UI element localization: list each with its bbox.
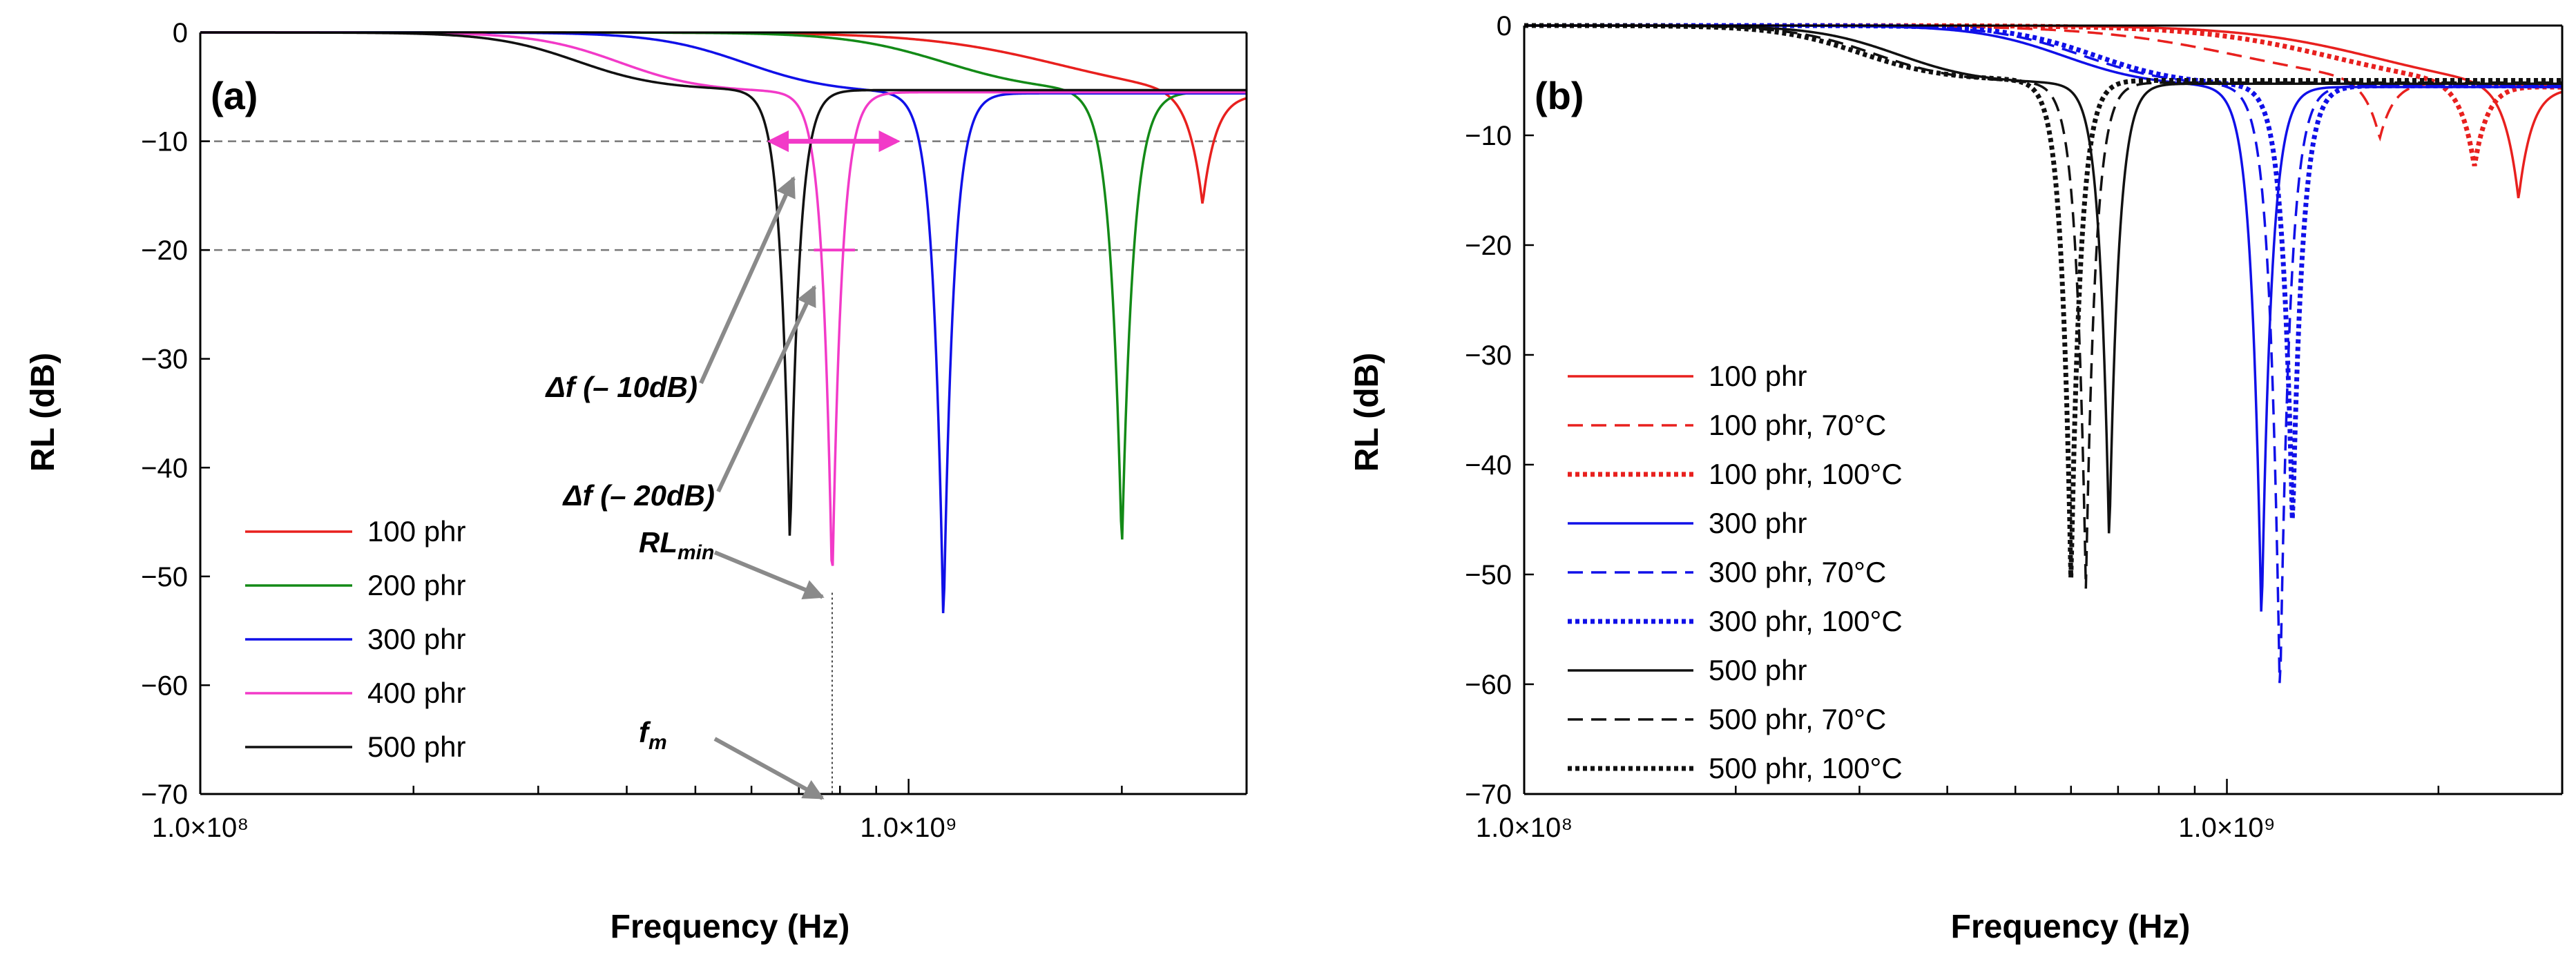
y-tick-label: 0: [1497, 11, 1512, 41]
y-tick-label: −10: [141, 127, 188, 157]
legend-label: 500 phr, 70°C: [1709, 703, 1886, 735]
annotation-fm-main: f: [639, 716, 651, 748]
bandwidth-markers-a: [767, 130, 901, 252]
annotation-rlmin: RLmin: [639, 526, 825, 600]
y-axis-b: [1523, 24, 2564, 795]
legend-label: 100 phr: [367, 515, 465, 548]
annotation-fm: fm: [639, 716, 825, 800]
legend-label: 300 phr, 70°C: [1709, 556, 1886, 588]
y-tick-label: −20: [141, 235, 188, 266]
y-tick-label: −30: [141, 345, 188, 375]
legend-label: 400 phr: [367, 677, 465, 709]
legend-b: 100 phr 100 phr, 70°C 100 phr, 100°C 300 ph…: [1568, 360, 1903, 784]
annotation-rlmin-main: RL: [639, 526, 677, 559]
y-tick-labels-b: 0 −10 −20 −30 −40 −50 −60 −70: [1465, 11, 1512, 810]
annotation-rlmin-sub: min: [677, 541, 714, 564]
annotation-df20: Δf (– 20dB): [561, 284, 817, 512]
annotations-a: Δf (– 10dB) Δf (– 20dB) RLmin fm: [544, 176, 825, 800]
x-tick-label: 1.0×10⁹: [2178, 813, 2276, 843]
legend-label: 200 phr: [367, 569, 465, 601]
legend-a: 100 phr 200 phr 300 phr 400 phr 500 phr: [245, 515, 465, 763]
panel-label-a: (a): [211, 74, 258, 117]
y-tick-label: −50: [141, 562, 188, 592]
y-tick-label: −30: [1465, 340, 1512, 371]
panel-label-b: (b): [1535, 74, 1584, 117]
x-axis-label-b: Frequency (Hz): [1951, 909, 2191, 945]
y-tick-label: −70: [141, 780, 188, 810]
legend-label: 100 phr, 70°C: [1709, 409, 1886, 441]
annotation-rlmin-text: RLmin: [639, 526, 714, 564]
series-line: [1524, 23, 2562, 519]
annotation-df10: Δf (– 10dB): [544, 176, 796, 403]
y-tick-label: −60: [141, 670, 188, 701]
y-axis-a: [199, 31, 1248, 795]
legend-label: 500 phr: [367, 730, 465, 763]
y-tick-label: 0: [173, 18, 188, 48]
annotation-df10-text: Δf (– 10dB): [544, 371, 698, 403]
legend-label: 300 phr: [367, 623, 465, 655]
chart-panel-b: (b) Frequency (Hz) RL (dB) 0 −10 −20 −30 −40…: [1349, 11, 2564, 945]
reference-lines-a: [200, 140, 1247, 251]
x-tick-label: 1.0×10⁸: [152, 813, 249, 843]
y-tick-label: −60: [1465, 670, 1512, 700]
annotation-df20-text: Δf (– 20dB): [561, 479, 715, 512]
legend-label: 100 phr, 100°C: [1709, 458, 1903, 490]
y-tick-label: −40: [1465, 450, 1512, 481]
x-tick-labels-a: 1.0×10⁸ 1.0×10⁹: [152, 813, 957, 843]
x-tick-label: 1.0×10⁹: [860, 813, 957, 843]
y-tick-labels-a: 0 −10 −20 −30 −40 −50 −60 −70: [141, 18, 188, 810]
x-tick-label: 1.0×10⁸: [1476, 813, 1573, 843]
y-tick-label: −10: [1465, 121, 1512, 151]
legend-label: 100 phr: [1709, 360, 1807, 392]
legend-label: 500 phr, 100°C: [1709, 752, 1903, 784]
y-tick-label: −20: [1465, 231, 1512, 261]
chart-panel-a: (a) Frequency (Hz) RL (dB) 0 −10 −20 −30 −40…: [25, 18, 1248, 945]
y-tick-label: −70: [1465, 780, 1512, 810]
legend-label: 300 phr, 100°C: [1709, 605, 1903, 637]
legend-label: 300 phr: [1709, 507, 1807, 539]
legend-label: 500 phr: [1709, 654, 1807, 686]
y-axis-label-b: RL (dB): [1349, 353, 1385, 472]
annotation-fm-text: fm: [639, 716, 667, 754]
y-axis-label-a: RL (dB): [25, 353, 61, 472]
x-tick-labels-b: 1.0×10⁸ 1.0×10⁹: [1476, 813, 2276, 843]
y-tick-label: −50: [1465, 560, 1512, 590]
x-axis-label-a: Frequency (Hz): [611, 909, 850, 945]
y-tick-label: −40: [141, 453, 188, 483]
annotation-fm-sub: m: [648, 731, 667, 754]
